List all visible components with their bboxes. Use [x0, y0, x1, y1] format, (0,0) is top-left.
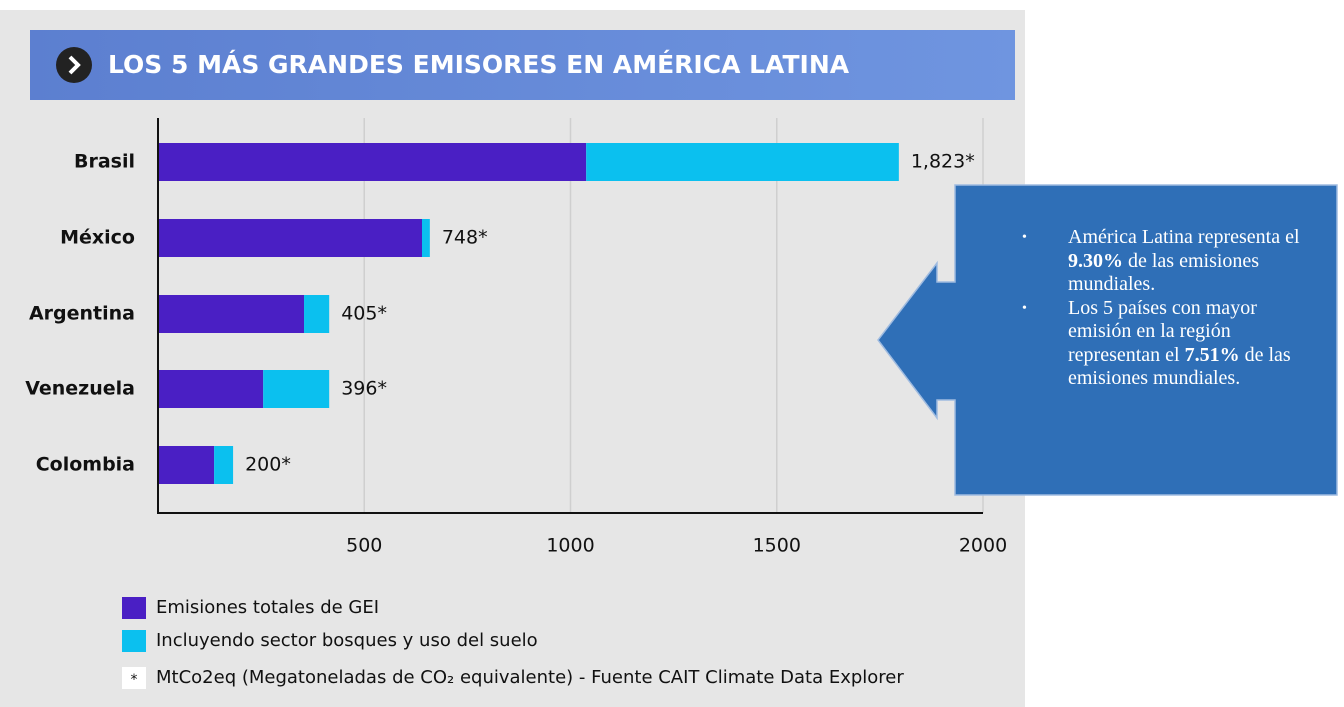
legend-label: Emisiones totales de GEI: [156, 597, 379, 618]
total-label: 1,823*: [911, 151, 975, 173]
x-tick-label: 1500: [753, 535, 801, 557]
y-tick-label: Brasil: [74, 151, 135, 173]
callout-text: América Latina representa el: [1068, 226, 1300, 248]
callout-text: 9.30%: [1068, 249, 1123, 272]
y-tick-label: Argentina: [29, 303, 135, 325]
footnote-box: [122, 667, 146, 689]
x-tick-label: 1000: [546, 535, 594, 557]
bar-segment: [422, 219, 430, 257]
legend-swatch: [122, 597, 146, 619]
legend-label: Incluyendo sector bosques y uso del suel…: [156, 630, 538, 651]
title-bar: [30, 30, 1015, 100]
bar-segment: [586, 143, 899, 181]
footnote: MtCo2eq (Megatoneladas de CO₂ equivalent…: [156, 667, 904, 688]
callout-text: 7.51%: [1184, 343, 1240, 366]
y-tick-label: Colombia: [36, 454, 135, 476]
total-label: 200*: [245, 454, 291, 476]
bar-segment: [158, 370, 264, 408]
chart-title: LOS 5 MÁS GRANDES EMISORES EN AMÉRICA LA…: [108, 50, 850, 79]
bar-segment: [158, 219, 422, 257]
callout-text: de las emisiones mundiales.: [1068, 343, 1291, 390]
callout-bullet: Los 5 países con mayor emisión en la reg…: [1022, 296, 1312, 391]
bar-segment: [158, 143, 587, 181]
total-label: 748*: [442, 227, 488, 249]
panel: [0, 10, 1025, 707]
total-label: 405*: [341, 303, 387, 325]
x-tick-label: 500: [346, 535, 382, 557]
title-icon-arrow: [68, 55, 81, 75]
callout-bullet: América Latina representa el 9.30% de la…: [1022, 226, 1312, 297]
bar-segment: [158, 446, 215, 484]
callout-text: de las emisiones mundiales.: [1068, 249, 1260, 296]
y-tick-label: Venezuela: [25, 378, 135, 400]
callout-list: América Latina representa el 9.30% de la…: [1012, 226, 1312, 391]
x-tick-label: 2000: [959, 535, 1007, 557]
bar-segment: [214, 446, 234, 484]
legend-swatch: [122, 630, 146, 652]
footnote-marker: *: [131, 672, 138, 688]
bar-segment: [263, 370, 330, 408]
callout: América Latina representa el 9.30% de la…: [1012, 226, 1312, 391]
callout-text: Los 5 países con mayor emisión en la reg…: [1068, 296, 1257, 366]
total-label: 396*: [341, 378, 387, 400]
bar-segment: [304, 295, 330, 333]
y-tick-label: México: [60, 227, 135, 249]
bar-segment: [158, 295, 305, 333]
title-icon: [56, 47, 92, 83]
